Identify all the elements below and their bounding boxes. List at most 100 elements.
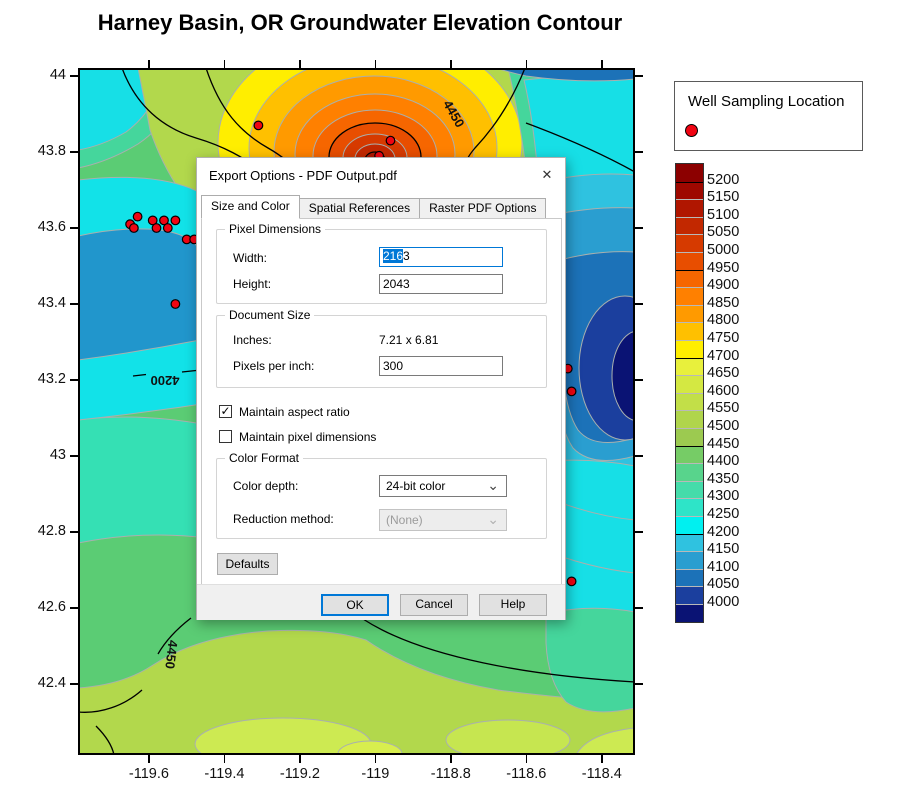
- tab-raster-pdf-options[interactable]: Raster PDF Options: [420, 198, 547, 219]
- colorbar-label: 4950: [707, 259, 740, 276]
- y-tick: [70, 379, 78, 381]
- colorbar-swatch: [676, 287, 703, 305]
- checkbox-maintain-pixel-dimensions[interactable]: [219, 430, 232, 443]
- colorbar-label: 4550: [707, 400, 740, 417]
- contour-label: 4200: [151, 373, 180, 388]
- checkbox-label: Maintain aspect ratio: [239, 404, 350, 419]
- colorbar-swatch: [676, 463, 703, 481]
- x-tick: [450, 755, 452, 763]
- ok-button[interactable]: OK: [321, 594, 389, 616]
- colorbar-label: 4050: [707, 576, 740, 593]
- x-tick-label: -118.6: [506, 766, 547, 782]
- y-tick: [70, 607, 78, 609]
- dialog-title: Export Options - PDF Output.pdf: [209, 168, 397, 183]
- colorbar-label: 4600: [707, 382, 740, 399]
- plot-border: [78, 68, 635, 755]
- y-tick: [70, 683, 78, 685]
- cancel-button[interactable]: Cancel: [400, 594, 468, 616]
- colorbar-labels: 5200 5150 5100 5050 5000 4950 4900 4850 4800 4750…: [707, 163, 767, 633]
- x-tick: [601, 755, 603, 763]
- color-depth-dropdown[interactable]: 24-bit color ⌄: [379, 475, 507, 497]
- colorbar-label: 5150: [707, 189, 740, 206]
- colorbar-swatch: [676, 304, 703, 323]
- colorbar-swatch: [676, 428, 703, 446]
- contour-region: [78, 228, 201, 361]
- x-tick-label: -118.4: [581, 766, 622, 782]
- pixels-per-inch-input[interactable]: [379, 356, 503, 376]
- width-label: Width:: [233, 251, 268, 265]
- y-tick: [635, 75, 643, 77]
- close-icon[interactable]: ✕: [541, 167, 553, 182]
- color-depth-value: 24-bit color: [386, 479, 446, 493]
- x-tick: [374, 60, 377, 68]
- colorbar-label: 4200: [707, 523, 740, 540]
- inches-value: 7.21 x 6.81: [379, 333, 439, 347]
- height-input[interactable]: [379, 274, 503, 294]
- pixels-per-inch-label: Pixels per inch:: [233, 359, 315, 373]
- x-tick-label: -119.4: [204, 766, 245, 782]
- colorbar-label: 4850: [707, 294, 740, 311]
- help-button[interactable]: Help: [479, 594, 547, 616]
- colorbar-label: 4700: [707, 347, 740, 364]
- y-tick-label: 44: [49, 66, 66, 83]
- tab-spatial-references[interactable]: Spatial References: [299, 198, 421, 219]
- group-label: Color Format: [225, 451, 304, 465]
- colorbar-swatch: [676, 322, 703, 340]
- colorbar-label: 4750: [707, 330, 740, 346]
- well-point: [162, 223, 173, 233]
- y-tick: [635, 303, 643, 305]
- colorbar-swatch: [676, 357, 703, 376]
- colorbar-swatch: [676, 533, 703, 552]
- colorbar-label: 5200: [707, 171, 740, 188]
- reduction-method-dropdown: (None) ⌄: [379, 509, 507, 531]
- width-input[interactable]: 2163: [379, 247, 503, 267]
- x-tick-label: -119.6: [128, 766, 169, 782]
- tab-page-size-and-color: Pixel Dimensions Width: 2163 Height: Doc…: [201, 218, 562, 586]
- colorbar-label: 4800: [707, 312, 740, 329]
- checkbox-row-1[interactable]: Maintain pixel dimensions: [219, 429, 376, 444]
- y-tick: [635, 151, 643, 153]
- defaults-button[interactable]: Defaults: [217, 553, 278, 575]
- x-tick: [148, 60, 150, 68]
- checkbox-label: Maintain pixel dimensions: [239, 429, 377, 444]
- well-point: [566, 576, 577, 587]
- y-tick: [70, 455, 78, 457]
- contour-line: [525, 122, 635, 173]
- colorbar-swatch: [676, 252, 703, 270]
- y-tick-label: 43.6: [37, 218, 66, 235]
- well-marker-icon: [685, 124, 698, 137]
- well-point: [132, 211, 143, 222]
- y-tick: [635, 531, 643, 533]
- colorbar-swatch: [676, 269, 703, 288]
- well-point: [385, 135, 396, 146]
- y-tick: [70, 151, 78, 153]
- y-tick: [635, 379, 643, 381]
- well-point: [159, 215, 169, 226]
- x-tick: [374, 755, 377, 763]
- x-tick: [525, 60, 528, 68]
- y-tick-label: 43.8: [37, 142, 66, 159]
- x-tick: [223, 60, 226, 68]
- contour-line: [132, 369, 197, 377]
- y-tick-label: 42.8: [37, 522, 66, 539]
- y-tick: [70, 227, 78, 229]
- colorbar-swatch: [676, 498, 703, 516]
- colorbar-label: 4650: [707, 365, 740, 382]
- colorbar-label: 5100: [707, 206, 740, 223]
- colorbar-label: 4150: [707, 541, 740, 558]
- well-point: [566, 386, 577, 397]
- y-tick-label: 42.4: [37, 674, 66, 691]
- height-label: Height:: [233, 277, 272, 291]
- checkbox-maintain-aspect-ratio[interactable]: ✓: [219, 404, 232, 418]
- well-points-group: [125, 120, 577, 587]
- reduction-method-label: Reduction method:: [233, 512, 334, 526]
- colorbar-label: 5000: [707, 242, 740, 258]
- colorbar-swatch: [676, 445, 703, 464]
- checkbox-row-0[interactable]: ✓ Maintain aspect ratio: [219, 404, 350, 419]
- y-tick-label: 43: [49, 446, 66, 463]
- color-depth-label: Color depth:: [233, 479, 299, 493]
- colorbar-swatch: [676, 392, 703, 411]
- colorbar-swatch: [676, 199, 703, 217]
- tab-size-and-color[interactable]: Size and Color: [201, 195, 300, 219]
- colorbar-swatch: [676, 516, 703, 534]
